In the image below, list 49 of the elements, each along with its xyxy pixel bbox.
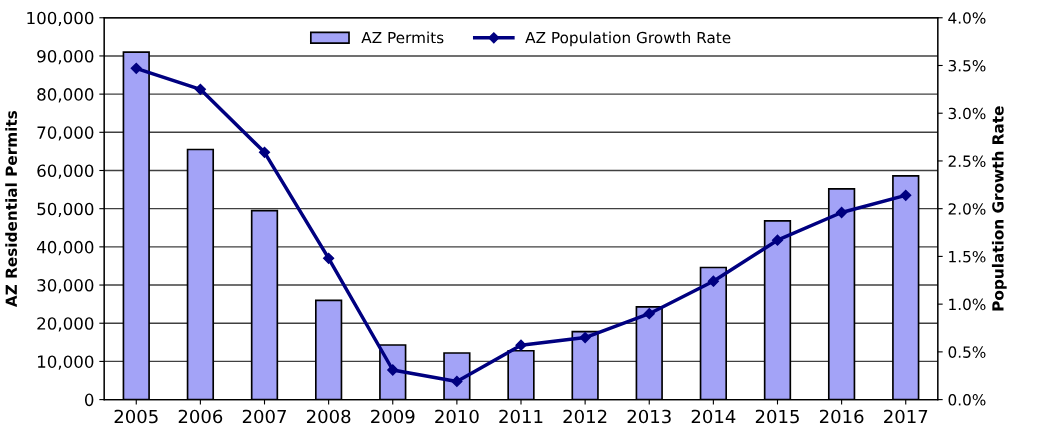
point (836, 206, 848, 219)
point (194, 83, 206, 95)
x-tick-label: 2008 (306, 409, 351, 424)
y-tick-label: 40,000 (36, 240, 94, 256)
y2-tick-label: 2.0% (948, 203, 986, 215)
y2-tick-label: 1.0% (949, 298, 986, 311)
x-tick-label: 2006 (178, 409, 223, 424)
y2-tick-label: 2.5% (948, 155, 986, 167)
x-tick-label: 2011 (499, 409, 543, 424)
y2-tick-label: 4.0% (948, 12, 986, 24)
y-tick-label: 70,000 (37, 126, 94, 141)
y-tick-label: 0 (84, 393, 94, 407)
point (771, 234, 784, 246)
y-tick-label: 50,000 (37, 202, 94, 217)
point (323, 252, 335, 264)
y-tick-label: 20,000 (37, 317, 94, 332)
point (643, 308, 655, 320)
y-tick-label: 80,000 (37, 88, 94, 103)
y2-tick-label: 3.5% (948, 59, 986, 72)
x-tick-label: 2016 (819, 409, 864, 424)
y-tick-label: 60,000 (37, 164, 94, 179)
x-tick-label: 2005 (114, 409, 158, 424)
y2-tick-label: 0.0% (948, 394, 986, 406)
point (707, 275, 719, 287)
y-tick-label: 90,000 (37, 49, 94, 65)
point (258, 146, 271, 158)
point (900, 189, 912, 201)
x-tick-label: 2009 (371, 409, 415, 424)
y2-tick-label: 1.5% (949, 250, 986, 263)
x-tick-label: 2013 (627, 409, 671, 424)
x-tick-label: 2007 (242, 409, 286, 424)
point (515, 339, 527, 351)
point (130, 62, 142, 74)
legend-label: AZ Permits (361, 31, 444, 44)
y2-tick-label: 3.0% (948, 107, 986, 120)
x-tick-label: 2010 (435, 409, 479, 424)
point (387, 364, 399, 376)
y2-tick-label: 0.5% (948, 346, 986, 358)
point (579, 331, 591, 344)
y-axis-title: AZ Residential Permits (5, 110, 18, 308)
x-tick-label: 2012 (563, 409, 607, 424)
x-tick-label: 2015 (755, 409, 799, 424)
y-tick-label: 10,000 (37, 355, 94, 370)
x-tick-label: 2017 (884, 409, 928, 424)
y2-axis-title: Population Growth Rate (991, 106, 1007, 311)
y-tick-label: 30,000 (37, 279, 94, 294)
y-tick-label: 100,000 (27, 11, 94, 27)
legend-label: AZ Population Growth Rate (525, 31, 731, 47)
x-tick-label: 2014 (691, 409, 736, 424)
